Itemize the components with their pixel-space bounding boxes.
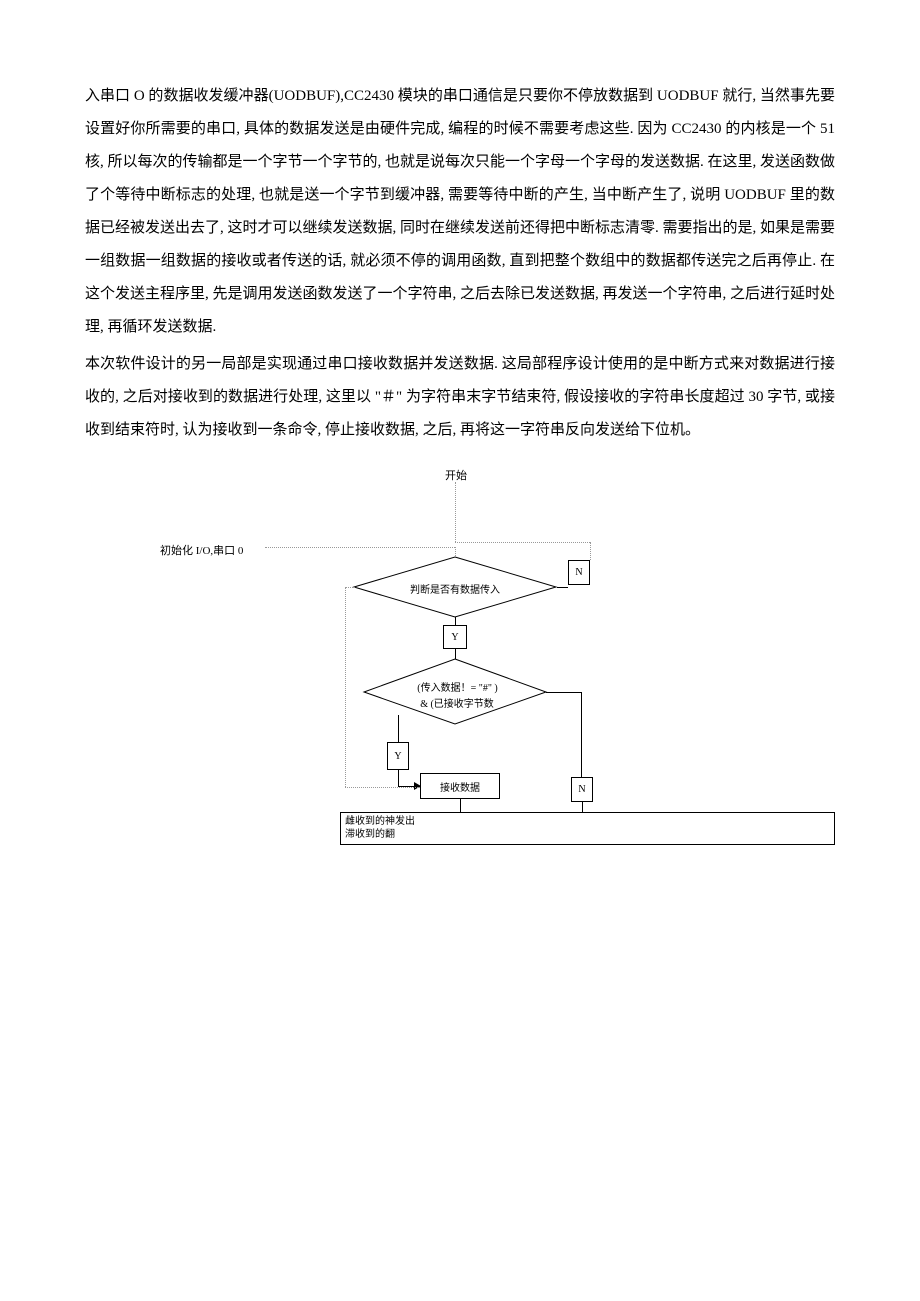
paragraph-1: 入串口 O 的数据收发缓冲器(UODBUF),CC2430 模块的串口通信是只要…: [85, 80, 835, 344]
flowchart-dotted-line: [455, 482, 456, 542]
flowchart-bottom-line-1: 雌收到的神发出: [345, 815, 830, 828]
flowchart-y-label-2: Y: [394, 751, 401, 762]
flowchart-connector: [557, 587, 568, 588]
flowchart-n-label-2: N: [578, 784, 585, 795]
flowchart-connector: [398, 715, 399, 742]
flowchart-init-label: 初始化 I/O,串口 0: [160, 542, 243, 558]
flowchart-n-label: N: [575, 567, 582, 578]
flowchart-connector: [582, 802, 583, 812]
paragraph-2: 本次软件设计的另一局部是实现通过串口接收数据并发送数据. 这局部程序设计使用的是…: [85, 348, 835, 447]
flowchart-dotted-line: [345, 787, 420, 788]
flowchart-dotted-line: [590, 542, 591, 560]
flowchart-connector: [581, 692, 582, 777]
flowchart-decision-1-no-box: N: [568, 560, 590, 585]
flowchart-dotted-line: [455, 542, 590, 543]
flowchart-y-label: Y: [451, 632, 458, 643]
flowchart-decision-2-yes-box: Y: [387, 742, 409, 770]
flowchart-connector: [546, 692, 581, 693]
flowchart-decision-1-label: 判断是否有数据传入: [395, 581, 515, 596]
flowchart-decision-2-label-1: (传入数据！= "#" ): [400, 679, 515, 694]
flowchart-decision-2-no-box: N: [571, 777, 593, 802]
flowchart-bottom-line-2: 滞收到的翻: [345, 828, 830, 841]
flowchart-decision-1-yes-box: Y: [443, 625, 467, 649]
flowchart: 开始 初始化 I/O,串口 0 判断是否有数据传入 N Y (传入数据！= "#…: [85, 467, 835, 887]
flowchart-connector: [398, 770, 399, 786]
flowchart-decision-2-label-2: & (已接收字节数: [407, 695, 507, 710]
flowchart-dotted-line: [265, 547, 455, 548]
flowchart-connector: [460, 799, 461, 812]
flowchart-dotted-line: [345, 587, 346, 787]
flowchart-connector: [365, 692, 366, 693]
flowchart-start-label: 开始: [445, 467, 467, 483]
arrow-icon: [414, 782, 421, 790]
flowchart-dotted-line: [345, 587, 355, 588]
flowchart-receive-box: 接收数据: [420, 773, 500, 799]
flowchart-bottom-note-box: 雌收到的神发出 滞收到的翻: [340, 812, 835, 845]
flowchart-connector: [455, 617, 456, 625]
flowchart-receive-label: 接收数据: [440, 779, 480, 794]
